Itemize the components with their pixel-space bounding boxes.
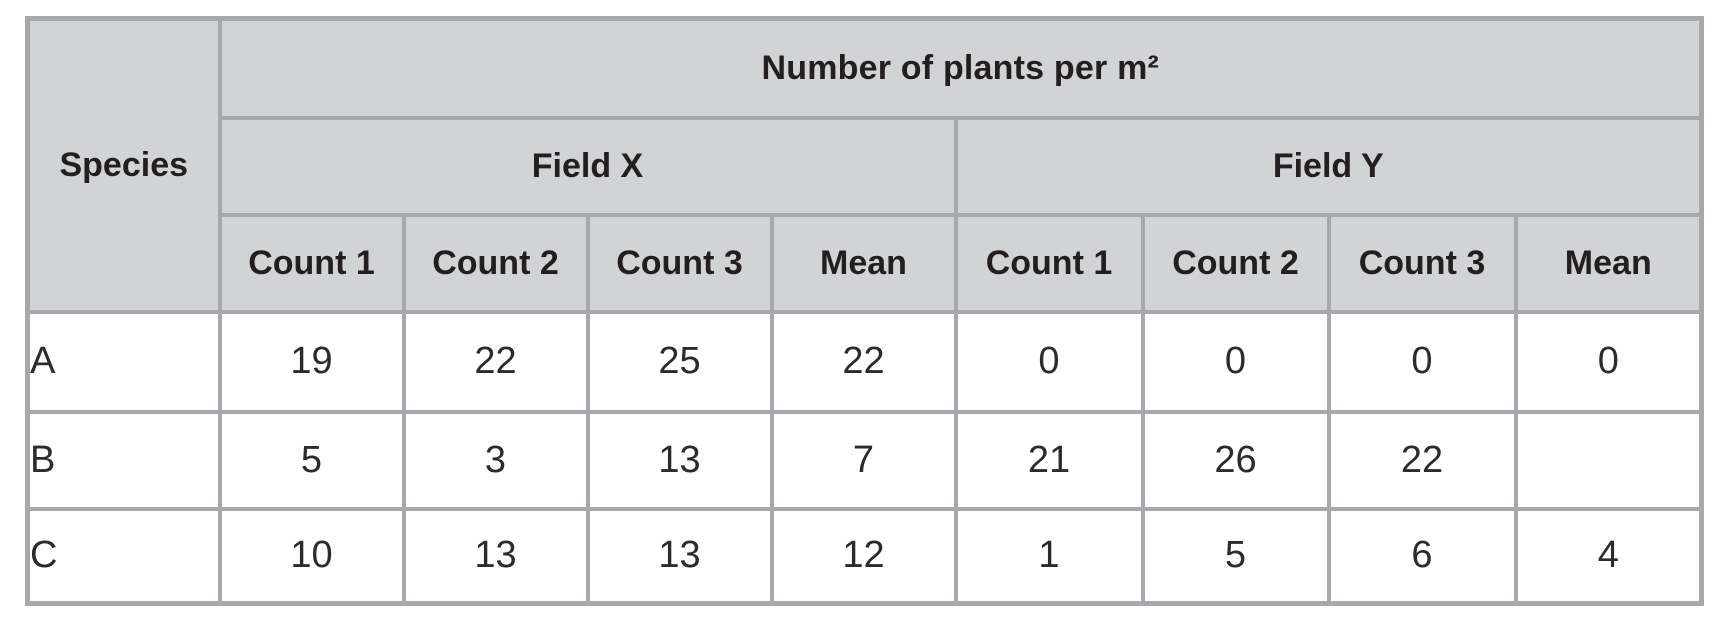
value-cell: 22 [769, 309, 958, 414]
header-count1-field-y: Count 1 [953, 212, 1145, 314]
value-cell: 0 [1513, 309, 1704, 414]
value-cell: 4 [1513, 506, 1704, 606]
species-cell: C [25, 506, 222, 606]
header-count2-field-y: Count 2 [1140, 212, 1331, 314]
header-mean-field-y: Mean [1513, 212, 1704, 314]
header-count1-field-x: Count 1 [217, 212, 406, 314]
value-cell: 3 [401, 409, 590, 511]
value-cell: 13 [585, 506, 774, 606]
value-cell: 13 [585, 409, 774, 511]
value-cell: 12 [769, 506, 958, 606]
unit-header: Number of plants per m² [217, 16, 1704, 120]
field-y-header: Field Y [953, 115, 1704, 217]
value-cell: 13 [401, 506, 590, 606]
header-count3-field-y: Count 3 [1326, 212, 1518, 314]
header-count2-field-x: Count 2 [401, 212, 590, 314]
value-cell: 6 [1326, 506, 1518, 606]
value-cell: 21 [953, 409, 1145, 511]
species-cell: B [25, 409, 222, 511]
field-x-header: Field X [217, 115, 958, 217]
value-cell: 22 [1326, 409, 1518, 511]
value-cell: 10 [217, 506, 406, 606]
value-cell: 19 [217, 309, 406, 414]
value-cell: 0 [1140, 309, 1331, 414]
field-header-row: Field X Field Y [28, 115, 1704, 217]
unit-header-row: Species Number of plants per m² [25, 16, 1704, 314]
value-cell: 0 [953, 309, 1145, 414]
value-cell: 26 [1140, 409, 1331, 511]
value-cell: 5 [1140, 506, 1331, 606]
table-row-species-b: B 5 3 13 7 21 26 22 [25, 409, 1704, 511]
header-mean-field-x: Mean [769, 212, 958, 314]
header-count3-field-x: Count 3 [585, 212, 774, 314]
count-header-row: Count 1 Count 2 Count 3 Mean Count 1 Cou… [28, 212, 1704, 314]
value-cell: 1 [953, 506, 1145, 606]
value-cell: 0 [1326, 309, 1518, 414]
species-column-header: Species [25, 16, 222, 314]
species-cell: A [25, 309, 222, 414]
table-row-species-c: C 10 13 13 12 1 5 6 4 [25, 506, 1704, 606]
plant-counts-table: Species Number of plants per m² Field X … [25, 16, 1705, 606]
table-row-species-a: A 19 22 25 22 0 0 0 0 [25, 309, 1704, 414]
value-cell: 7 [769, 409, 958, 511]
value-cell: 5 [217, 409, 406, 511]
empty-mean-cell [1513, 409, 1704, 511]
value-cell: 25 [585, 309, 774, 414]
value-cell: 22 [401, 309, 590, 414]
